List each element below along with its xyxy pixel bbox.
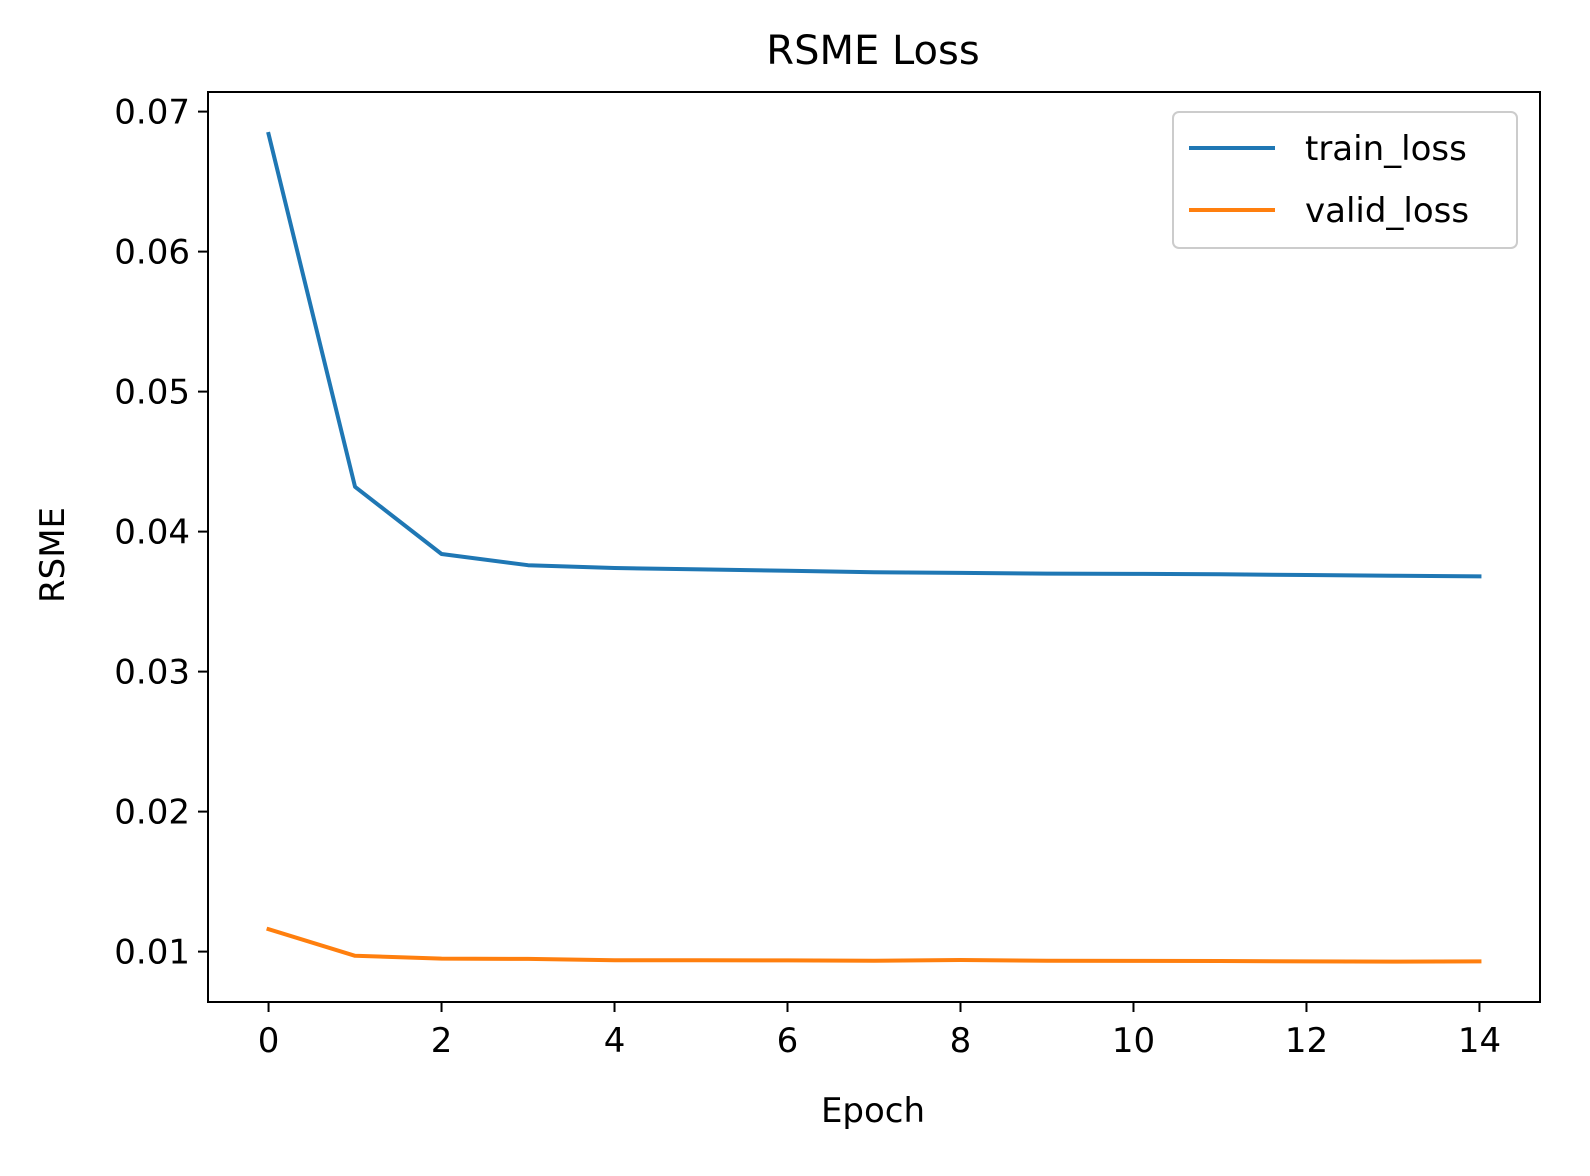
y-tick-label: 0.04: [114, 513, 190, 553]
x-tick-label: 2: [431, 1021, 453, 1061]
x-tick-label: 10: [1112, 1021, 1155, 1061]
x-tick-label: 14: [1458, 1021, 1501, 1061]
y-tick-label: 0.02: [114, 793, 190, 833]
y-axis-label: RSME: [33, 507, 73, 603]
x-tick-label: 6: [777, 1021, 799, 1061]
y-tick-label: 0.07: [114, 93, 190, 133]
axes: 0 2 4 6 8 10 12 14 0.01 0.02 0.03 0.04 0.05 0.06 0.07: [114, 91, 1541, 1061]
x-tick-label: 4: [604, 1021, 626, 1061]
y-tick-label: 0.06: [114, 233, 190, 273]
plot-frame: [207, 91, 1541, 1003]
x-tick-label: 12: [1285, 1021, 1328, 1061]
x-axis-label: Epoch: [821, 1091, 925, 1131]
legend-label-train-loss: train_loss: [1305, 129, 1467, 169]
plot-area: [266, 131, 1482, 964]
legend-label-valid-loss: valid_loss: [1305, 191, 1469, 231]
chart-title: RSME Loss: [766, 28, 979, 74]
legend: train_loss valid_loss: [1172, 111, 1518, 249]
x-tick-label: 0: [258, 1021, 280, 1061]
series-line-train-loss: [266, 131, 1482, 579]
y-tick-label: 0.03: [114, 653, 190, 693]
y-tick-label: 0.01: [114, 933, 190, 973]
x-tick-label: 8: [950, 1021, 972, 1061]
y-tick-label: 0.05: [114, 373, 190, 413]
series-line-valid-loss: [266, 926, 1482, 964]
